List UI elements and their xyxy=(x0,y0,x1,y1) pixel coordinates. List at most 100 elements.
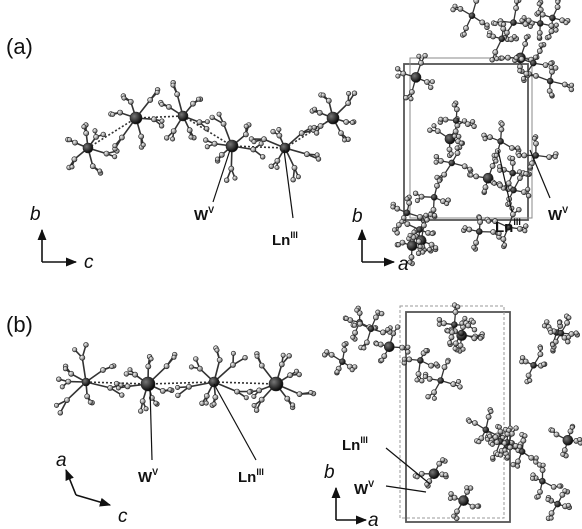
atom xyxy=(385,326,391,332)
atom xyxy=(434,128,441,134)
atom xyxy=(290,402,296,408)
atom xyxy=(569,82,575,88)
atom xyxy=(216,357,223,363)
atom xyxy=(552,338,559,345)
atom xyxy=(445,359,451,365)
atom xyxy=(375,309,381,315)
atom xyxy=(521,189,527,195)
atom xyxy=(296,391,303,397)
atom xyxy=(431,123,437,129)
metal-atom xyxy=(549,14,556,22)
atom xyxy=(404,196,410,202)
atom xyxy=(550,427,556,433)
atom xyxy=(452,3,458,9)
atom xyxy=(553,22,559,28)
atom xyxy=(350,334,356,340)
atom xyxy=(453,106,460,113)
atom xyxy=(496,424,502,430)
atom xyxy=(436,460,443,467)
atom xyxy=(440,320,447,327)
atom xyxy=(220,120,227,127)
atom xyxy=(521,15,527,21)
atom xyxy=(123,371,130,377)
atom xyxy=(84,393,91,400)
metal-atom xyxy=(339,358,346,366)
atom xyxy=(159,101,165,107)
atom xyxy=(456,378,462,384)
atom xyxy=(361,345,367,351)
metal-atom xyxy=(129,111,143,125)
atom xyxy=(454,150,461,156)
atom xyxy=(438,116,444,122)
atom xyxy=(546,154,553,160)
atom xyxy=(521,152,528,159)
atom xyxy=(170,82,176,88)
atom xyxy=(147,97,154,103)
atom xyxy=(486,218,492,224)
bond xyxy=(284,117,334,149)
atom xyxy=(296,371,302,378)
atom xyxy=(561,447,568,454)
atom xyxy=(505,454,511,460)
atom xyxy=(422,374,428,380)
atom xyxy=(163,363,170,370)
atom xyxy=(419,378,425,384)
metal-atom xyxy=(367,325,375,333)
atom xyxy=(406,356,413,363)
atom xyxy=(174,91,181,98)
atom xyxy=(498,452,504,458)
atom xyxy=(525,186,531,192)
panel-b-packing-w-leader xyxy=(385,485,427,493)
atom xyxy=(314,152,320,158)
atom xyxy=(428,241,435,248)
metal-atom xyxy=(482,426,490,434)
atom xyxy=(261,136,267,143)
atom xyxy=(113,380,120,387)
atom xyxy=(461,163,468,170)
atom xyxy=(352,329,358,336)
atom xyxy=(545,497,551,503)
atom xyxy=(527,164,533,170)
atom xyxy=(394,205,401,212)
atom xyxy=(482,136,488,142)
atom xyxy=(81,124,87,130)
atom xyxy=(497,182,504,189)
atom xyxy=(454,145,460,151)
atom xyxy=(499,121,505,127)
panel-a-chain-view: WV LnIII b c xyxy=(30,79,358,273)
atom xyxy=(188,134,194,140)
panel-b-packing-ln-leader xyxy=(385,447,431,485)
metal-atom xyxy=(208,376,220,388)
atom xyxy=(450,381,457,388)
bond xyxy=(66,381,87,401)
atom xyxy=(540,462,546,468)
metal-atom xyxy=(497,138,504,145)
atom xyxy=(209,114,215,121)
atom xyxy=(354,307,360,313)
atom xyxy=(312,106,318,112)
atom xyxy=(518,56,525,62)
atom xyxy=(103,150,110,157)
atom xyxy=(204,144,210,150)
atom xyxy=(513,55,519,61)
atom xyxy=(462,225,468,231)
atom xyxy=(452,340,459,347)
panel-b-chain-axes: a c xyxy=(56,450,128,527)
atom xyxy=(548,22,555,29)
atom xyxy=(390,204,396,210)
atom xyxy=(420,222,427,229)
atom xyxy=(127,98,134,105)
atom xyxy=(452,309,459,315)
atom xyxy=(471,420,478,426)
metal-atom xyxy=(510,19,517,26)
atom xyxy=(520,76,526,82)
atom xyxy=(159,118,165,124)
atom xyxy=(212,394,219,401)
atom xyxy=(473,239,479,246)
atom xyxy=(470,319,476,325)
atom xyxy=(549,68,555,75)
atom xyxy=(56,376,62,382)
atom xyxy=(324,349,330,355)
atom xyxy=(424,217,430,223)
metal-atom xyxy=(509,169,517,177)
